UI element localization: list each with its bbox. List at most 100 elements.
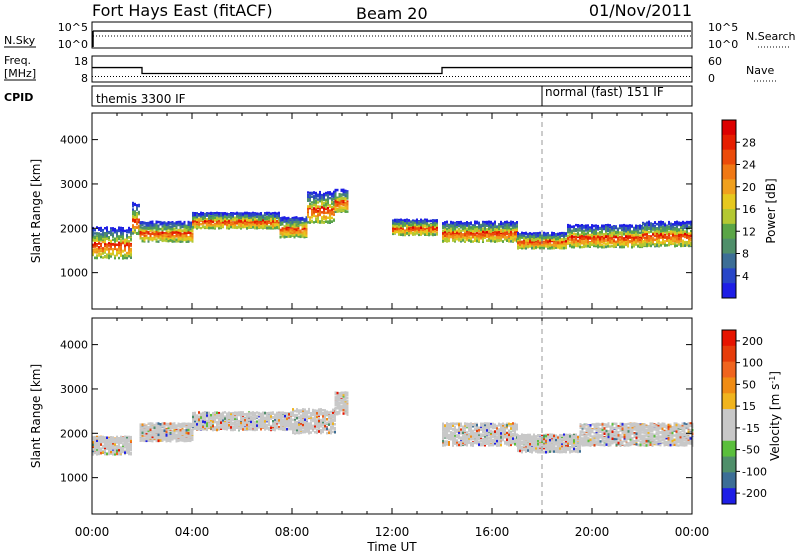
echo-cell xyxy=(454,236,456,239)
echo-cell xyxy=(264,212,266,215)
echo-cell xyxy=(287,232,290,235)
echo-cell xyxy=(327,203,329,207)
echo-cell xyxy=(281,218,284,222)
echo-cell xyxy=(533,239,535,242)
echo-cell xyxy=(571,225,573,229)
echo-cell xyxy=(250,219,252,222)
echo-cell xyxy=(194,226,196,229)
echo-cell xyxy=(92,245,94,248)
echo-cell xyxy=(500,230,502,233)
echo-cell xyxy=(498,238,500,242)
echo-cell xyxy=(537,234,539,237)
echo-cell xyxy=(171,236,174,240)
echo-cell xyxy=(460,224,462,228)
echo-cell xyxy=(319,208,321,211)
echo-cell xyxy=(486,220,488,224)
echo-cell xyxy=(474,239,476,242)
echo-cell xyxy=(329,196,331,200)
echo-cell xyxy=(141,221,144,224)
echo-cell xyxy=(155,233,158,236)
echo-cell xyxy=(424,230,426,233)
echo-cell xyxy=(192,220,194,223)
echo-cell xyxy=(220,217,222,220)
echo-cell xyxy=(531,243,533,246)
echo-cell xyxy=(238,224,240,227)
echo-cell xyxy=(301,225,304,229)
echo-cell xyxy=(214,219,216,222)
echo-cell xyxy=(553,243,555,247)
echo-cell xyxy=(313,214,315,218)
echo-cell xyxy=(147,223,150,227)
echo-cell xyxy=(486,232,488,235)
echo-cell xyxy=(226,217,228,220)
echo-cell xyxy=(305,234,308,238)
echo-cell xyxy=(315,210,317,214)
echo-cell xyxy=(116,248,118,251)
echo-cell xyxy=(132,230,134,233)
echo-cell xyxy=(244,214,246,218)
echo-cell xyxy=(285,221,288,224)
echo-cell xyxy=(236,217,238,221)
echo-cell xyxy=(325,193,327,197)
echo-cell xyxy=(171,227,174,231)
echo-cell xyxy=(486,222,488,225)
echo-cell xyxy=(252,220,254,223)
echo-cell xyxy=(244,211,246,215)
echo-cell xyxy=(573,238,575,241)
echo-cell xyxy=(218,222,220,225)
echo-cell xyxy=(260,226,262,229)
echo-cell xyxy=(212,218,214,222)
echo-cell xyxy=(145,234,148,237)
echo-cell xyxy=(143,237,146,241)
echo-cell xyxy=(272,224,274,228)
echo-cell xyxy=(456,233,458,237)
echo-cell xyxy=(189,229,192,233)
echo-cell xyxy=(185,234,188,237)
echo-cell xyxy=(430,219,432,223)
echo-cell xyxy=(512,225,514,229)
echo-cell xyxy=(139,237,142,240)
date-title: 01/Nov/2011 xyxy=(589,1,692,20)
echo-cell xyxy=(569,232,571,236)
echo-cell xyxy=(432,219,434,222)
echo-cell xyxy=(327,192,329,195)
echo-cell xyxy=(297,227,300,230)
echo-cell xyxy=(402,224,404,228)
echo-cell xyxy=(325,198,327,202)
echo-cell xyxy=(535,232,537,235)
echo-cell xyxy=(291,221,294,224)
echo-cell xyxy=(106,247,108,250)
echo-cell xyxy=(112,235,114,238)
echo-cell xyxy=(163,225,166,229)
echo-cell xyxy=(200,226,202,230)
echo-cell xyxy=(136,214,138,217)
echo-cell xyxy=(295,218,298,222)
echo-cell xyxy=(104,247,106,250)
echo-cell xyxy=(92,231,94,235)
echo-cell xyxy=(258,222,260,225)
echo-cell xyxy=(549,246,551,250)
cpid-mode-themis: themis 3300 IF xyxy=(96,92,186,106)
echo-cell xyxy=(551,236,553,240)
echo-cell xyxy=(581,238,583,241)
echo-cell xyxy=(167,226,170,229)
echo-cell xyxy=(128,226,130,230)
echo-cell xyxy=(305,219,308,222)
echo-cell xyxy=(311,205,313,208)
echo-cell xyxy=(120,243,122,246)
echo-cell xyxy=(521,240,523,244)
echo-cell xyxy=(567,227,569,230)
echo-cell xyxy=(139,222,142,226)
echo-cell xyxy=(202,212,204,216)
echo-cell xyxy=(299,232,302,236)
echo-cell xyxy=(414,231,416,235)
echo-cell xyxy=(577,239,579,243)
echo-cell xyxy=(206,225,208,228)
echo-cell xyxy=(165,227,168,230)
echo-cell xyxy=(462,224,464,227)
echo-cell xyxy=(165,231,168,235)
echo-cell xyxy=(482,235,484,238)
echo-cell xyxy=(446,224,448,227)
echo-cell xyxy=(246,218,248,222)
echo-cell xyxy=(519,240,521,244)
